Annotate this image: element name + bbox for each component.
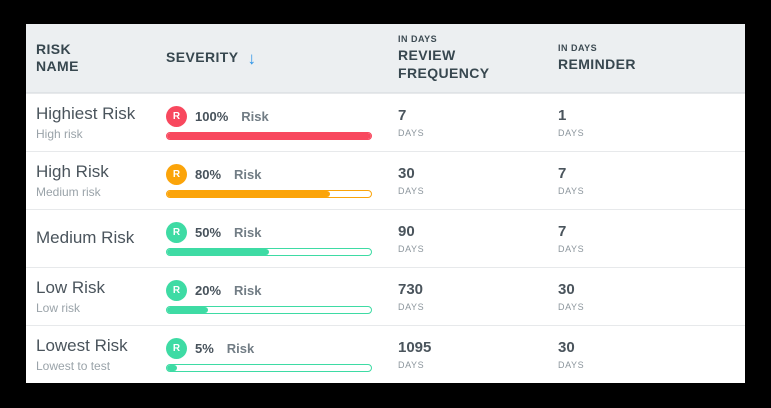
risk-badge-icon: R	[166, 105, 187, 127]
severity-bar	[166, 131, 372, 140]
column-header-label: REMINDER	[558, 55, 636, 72]
severity-percent: 100%	[195, 108, 229, 124]
table-row: Medium Risk R 50% Risk 90 DAYS 7 DAYS	[26, 209, 745, 267]
risk-name-cell: Low Risk Low risk	[26, 268, 160, 325]
risk-badge-icon: R	[166, 337, 187, 359]
reminder-value: 7	[558, 223, 567, 240]
table-row: Lowest Risk Lowest to test R 5% Risk 109…	[26, 325, 745, 383]
severity-risk-label: Risk	[234, 282, 262, 298]
risk-name: Low Risk	[36, 277, 105, 297]
review-frequency-unit: DAYS	[398, 244, 425, 254]
risk-name-cell: Highiest Risk High risk	[26, 94, 160, 151]
table-row: Highiest Risk High risk R 100% Risk 7 DA…	[26, 93, 745, 151]
severity-bar	[166, 247, 372, 256]
risk-table: RISK NAME SEVERITY ↓ IN DAYS REVIEW FREQ…	[26, 24, 745, 383]
table-row: Low Risk Low risk R 20% Risk 730 DAYS 30…	[26, 267, 745, 325]
reminder-unit: DAYS	[558, 302, 585, 312]
review-frequency-cell: 90 DAYS	[398, 210, 558, 267]
reminder-unit: DAYS	[558, 244, 585, 254]
column-header-label: RISK NAME	[36, 40, 79, 75]
reminder-cell: 7 DAYS	[558, 210, 745, 267]
reminder-unit: DAYS	[558, 360, 585, 370]
review-frequency-cell: 730 DAYS	[398, 268, 558, 325]
column-header-reminder: IN DAYS REMINDER	[558, 24, 745, 92]
reminder-unit: DAYS	[558, 186, 585, 196]
risk-name-cell: Medium Risk	[26, 210, 160, 267]
risk-subtitle: Low risk	[36, 301, 81, 316]
sort-descending-icon[interactable]: ↓	[247, 48, 256, 68]
review-frequency-unit: DAYS	[398, 302, 425, 312]
review-frequency-value: 730	[398, 281, 424, 298]
severity-bar-fill	[167, 132, 371, 139]
risk-badge-icon: R	[166, 221, 187, 243]
risk-subtitle: High risk	[36, 127, 83, 142]
reminder-cell: 30 DAYS	[558, 326, 745, 383]
reminder-cell: 30 DAYS	[558, 268, 745, 325]
severity-bar-fill	[167, 190, 331, 197]
table-header: RISK NAME SEVERITY ↓ IN DAYS REVIEW FREQ…	[26, 24, 745, 93]
column-header-review-frequency: IN DAYS REVIEW FREQUENCY	[398, 24, 558, 92]
risk-name: Medium Risk	[36, 228, 135, 248]
risk-subtitle: Medium risk	[36, 185, 101, 200]
severity-cell: R 100% Risk	[160, 94, 398, 151]
review-frequency-value: 1095	[398, 339, 432, 356]
review-frequency-value: 7	[398, 107, 407, 124]
reminder-value: 1	[558, 107, 567, 124]
severity-bar-fill	[167, 306, 208, 313]
risk-name: Highiest Risk	[36, 103, 136, 123]
severity-percent: 5%	[195, 340, 214, 356]
table-row: High Risk Medium risk R 80% Risk 30 DAYS…	[26, 151, 745, 209]
severity-risk-label: Risk	[226, 340, 255, 356]
column-header-risk-name: RISK NAME	[26, 24, 160, 92]
column-header-sublabel: IN DAYS	[558, 42, 598, 53]
severity-bar	[166, 305, 372, 314]
column-header-label[interactable]: SEVERITY	[166, 49, 239, 66]
severity-percent: 80%	[195, 166, 222, 182]
severity-cell: R 80% Risk	[160, 152, 398, 209]
severity-percent: 20%	[195, 282, 222, 298]
review-frequency-cell: 7 DAYS	[398, 94, 558, 151]
reminder-unit: DAYS	[558, 128, 585, 138]
severity-risk-label: Risk	[234, 224, 262, 240]
severity-bar-fill	[167, 248, 269, 255]
review-frequency-cell: 1095 DAYS	[398, 326, 558, 383]
column-header-severity[interactable]: SEVERITY ↓	[160, 24, 398, 92]
risk-name-cell: Lowest Risk Lowest to test	[26, 326, 160, 383]
review-frequency-unit: DAYS	[398, 360, 425, 370]
review-frequency-value: 90	[398, 223, 415, 240]
review-frequency-value: 30	[398, 165, 415, 182]
severity-cell: R 20% Risk	[160, 268, 398, 325]
column-header-sublabel: IN DAYS	[398, 34, 438, 44]
reminder-cell: 1 DAYS	[558, 94, 745, 151]
risk-subtitle: Lowest to test	[36, 359, 111, 374]
reminder-cell: 7 DAYS	[558, 152, 745, 209]
risk-badge-icon: R	[166, 279, 187, 301]
risk-badge-icon: R	[166, 163, 187, 185]
column-header-label: REVIEW FREQUENCY	[398, 47, 490, 81]
severity-bar-fill	[167, 364, 178, 371]
reminder-value: 30	[558, 281, 575, 298]
reminder-value: 30	[558, 339, 575, 356]
risk-name: High Risk	[36, 161, 109, 181]
reminder-value: 7	[558, 165, 567, 182]
severity-risk-label: Risk	[234, 166, 262, 182]
severity-cell: R 50% Risk	[160, 210, 398, 267]
review-frequency-unit: DAYS	[398, 128, 425, 138]
risk-name: Lowest Risk	[36, 335, 128, 355]
severity-bar	[166, 189, 372, 198]
severity-risk-label: Risk	[241, 108, 269, 124]
review-frequency-unit: DAYS	[398, 186, 425, 196]
review-frequency-cell: 30 DAYS	[398, 152, 558, 209]
severity-percent: 50%	[195, 224, 222, 240]
severity-bar	[166, 363, 372, 372]
severity-cell: R 5% Risk	[160, 326, 398, 383]
risk-name-cell: High Risk Medium risk	[26, 152, 160, 209]
